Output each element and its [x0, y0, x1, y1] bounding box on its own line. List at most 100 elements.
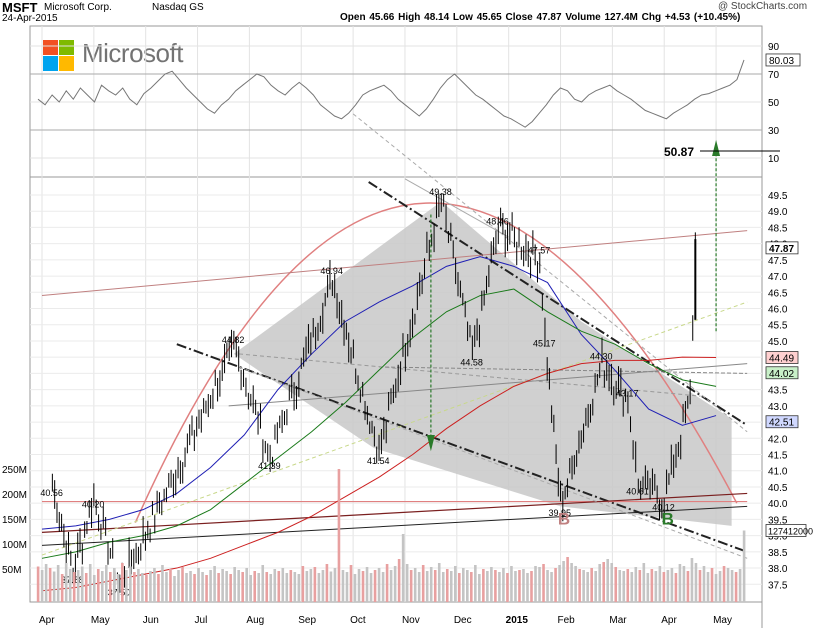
x-tick-label: Feb	[558, 615, 576, 626]
pivot-label: 39.95	[549, 508, 572, 518]
price-tick-label: 43.5	[768, 386, 788, 397]
volume-bar	[710, 568, 714, 602]
volume-bar	[165, 572, 168, 602]
price-bars	[51, 192, 696, 594]
volume-bar	[490, 567, 493, 602]
price-tick-label: 47.0	[768, 272, 788, 283]
volume-bar	[100, 571, 104, 602]
volume-bar	[514, 571, 517, 602]
fan-line-4	[404, 178, 509, 238]
lower-trendline	[176, 343, 748, 553]
volume-bar	[293, 572, 297, 602]
x-tick-label: Dec	[454, 615, 472, 626]
volume-bar	[72, 572, 76, 602]
volume-bar	[722, 566, 726, 602]
price-tick-label: 45.0	[768, 337, 788, 348]
volume-bar	[630, 572, 634, 602]
volume-bar	[64, 563, 68, 602]
volume-bar	[445, 569, 449, 602]
volume-bar	[466, 570, 469, 602]
pivot-label: 41.39	[258, 461, 281, 471]
rsi-tick-label: 50	[768, 98, 780, 109]
ohlc-summary: Open 45.66 High 48.14 Low 45.65 Close 47…	[340, 12, 741, 23]
right-value-label: 42.51	[769, 418, 794, 429]
ma-line-ma50	[41, 256, 717, 530]
volume-bar	[337, 469, 341, 602]
volume-bar	[117, 574, 120, 602]
x-tick-label: Aug	[246, 615, 264, 626]
volume-bar	[542, 564, 545, 602]
volume-bar	[546, 570, 549, 602]
volume-last-box	[765, 524, 807, 537]
volume-bar	[534, 566, 537, 602]
x-tick-label: Jul	[195, 615, 208, 626]
volume-bar	[494, 570, 497, 602]
volume-bar	[48, 568, 52, 602]
volume-bar	[357, 569, 361, 602]
mid-channel-line	[228, 363, 748, 407]
arrow-head-down	[426, 435, 435, 452]
right-value-box	[765, 351, 799, 364]
pivot-label: 44.58	[460, 358, 483, 368]
volume-bar	[462, 568, 465, 602]
volume-bar	[694, 563, 698, 602]
pivot-label: 49.38	[429, 187, 452, 197]
volume-bar	[313, 567, 317, 602]
x-tick-label: Oct	[350, 615, 366, 626]
volume-bar	[281, 568, 285, 602]
volume-bar	[341, 570, 345, 602]
exchange-name: Nasdaq GS	[152, 2, 204, 13]
volume-bar	[389, 570, 393, 602]
pivot-label: 40.56	[40, 488, 63, 498]
price-tick-label: 43.0	[768, 402, 788, 413]
volume-bar	[173, 576, 176, 602]
volume-bar	[570, 563, 573, 602]
volume-bar	[157, 574, 160, 602]
volume-bar	[562, 561, 565, 602]
x-tick-label: Jun	[143, 615, 159, 626]
volume-bar	[273, 569, 277, 602]
volume-bar	[594, 571, 597, 602]
volume-bar	[470, 572, 473, 602]
volume-bar	[385, 564, 389, 602]
volume-bar	[373, 570, 377, 602]
volume-bar	[482, 569, 485, 602]
rsi-last-value: 80.03	[769, 56, 794, 67]
volume-bar	[241, 572, 244, 602]
pivot-label: 41.54	[367, 456, 390, 466]
volume-bar	[486, 571, 489, 602]
x-tick-label: May	[91, 615, 110, 626]
pivot-label: 40.20	[82, 500, 105, 510]
volume-bar	[730, 570, 734, 602]
long-support-line	[41, 492, 748, 533]
pivot-label: 37.88	[61, 575, 84, 585]
volume-bar	[674, 573, 678, 602]
x-tick-label: Sep	[298, 615, 316, 626]
volume-bar	[301, 566, 305, 602]
volume-bar	[225, 571, 228, 602]
x-tick-label: Apr	[39, 615, 55, 626]
logo-square-red	[43, 40, 58, 55]
volume-bar	[269, 574, 273, 602]
pivot-label: 44.82	[222, 335, 245, 345]
volume-bar	[76, 570, 80, 602]
logo-square-blue	[43, 56, 58, 71]
volume-tick-label: 200M	[2, 490, 27, 501]
volume-bar	[449, 571, 453, 602]
ticker-symbol: MSFT	[2, 0, 38, 15]
volume-bar	[209, 570, 212, 602]
volume-bar	[104, 565, 108, 602]
price-tick-label: 46.5	[768, 288, 788, 299]
rsi-tick-label: 90	[768, 42, 780, 53]
volume-bar	[213, 566, 216, 602]
volume-bar	[205, 575, 208, 602]
volume-bar	[317, 573, 321, 602]
price-tick-label: 49.0	[768, 207, 788, 218]
rsi-tick-label: 70	[768, 70, 780, 81]
volume-bar	[96, 569, 100, 602]
x-tick-label: Mar	[609, 615, 627, 626]
volume-bar	[614, 567, 618, 602]
target-price-label: 50.87	[664, 145, 694, 159]
volume-bar	[229, 574, 232, 602]
